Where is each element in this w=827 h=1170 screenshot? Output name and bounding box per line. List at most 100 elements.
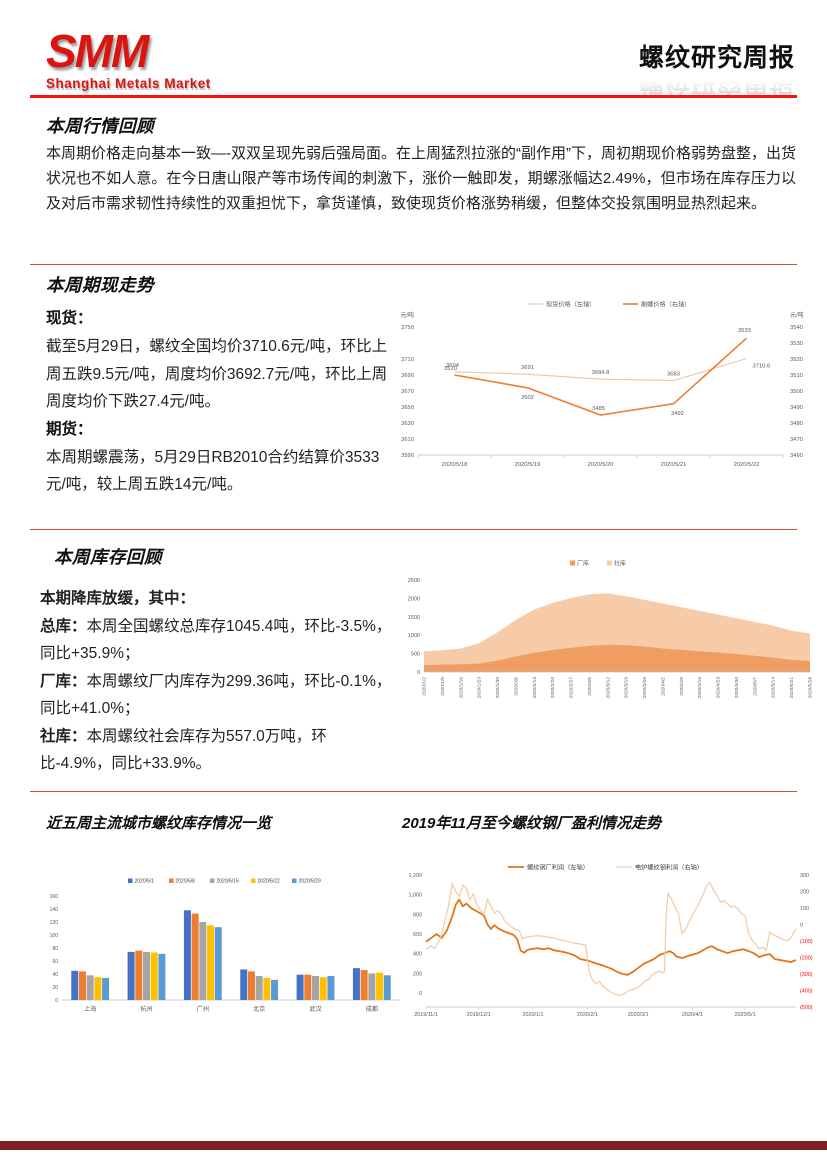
svg-text:2020/5/29: 2020/5/29: [299, 879, 321, 885]
svg-text:0: 0: [419, 991, 422, 997]
profit-chart-title: 2019年11月至今螺纹钢厂盈利情况走势: [402, 815, 661, 832]
svg-text:2020/5/18: 2020/5/18: [442, 462, 468, 468]
svg-text:2020/4/9: 2020/4/9: [679, 677, 685, 696]
section-title-trend: 本周期现走势: [46, 275, 154, 295]
svg-text:3630: 3630: [401, 421, 414, 427]
svg-text:800: 800: [413, 912, 422, 918]
svg-text:40: 40: [52, 972, 58, 978]
svg-text:1,000: 1,000: [409, 893, 423, 899]
inventory-item-social-text: 本周螺纹社会库存为557.0万吨，环比-4.9%，同比+33.9%。: [40, 727, 327, 773]
svg-text:2020/5/14: 2020/5/14: [771, 677, 777, 699]
svg-text:3480: 3480: [790, 421, 803, 427]
svg-text:2020/5/19: 2020/5/19: [515, 462, 541, 468]
svg-text:3690: 3690: [401, 373, 414, 379]
svg-text:2020/5/1: 2020/5/1: [735, 1012, 756, 1018]
smm-logo-subtitle: Shanghai Metals Market: [46, 76, 211, 91]
svg-text:120: 120: [50, 920, 59, 926]
inventory-item-mill: 厂库：本周螺纹厂内库存为299.36吨，环比-0.1%，同比+41.0%；: [40, 668, 394, 723]
inventory-item-total-text: 本周全国螺纹总库存1045.4吨，环比-3.5%，同比+35.9%；: [40, 617, 392, 663]
svg-text:2020/5/21: 2020/5/21: [789, 677, 795, 699]
svg-text:2019/12/1: 2019/12/1: [467, 1012, 491, 1018]
svg-text:3502: 3502: [521, 395, 534, 401]
svg-text:0: 0: [55, 998, 58, 1004]
svg-text:3750: 3750: [401, 325, 414, 331]
svg-text:3485: 3485: [592, 406, 605, 412]
svg-text:厂库: 厂库: [577, 560, 589, 568]
svg-text:2020/2/1: 2020/2/1: [577, 1012, 598, 1018]
svg-text:广州: 广州: [197, 1005, 209, 1012]
svg-text:3530: 3530: [790, 341, 803, 347]
svg-text:500: 500: [411, 652, 420, 658]
svg-text:160: 160: [50, 894, 59, 900]
profit-line-chart: 螺纹钢厂利润（左轴） 电炉螺纹钢利润（右轴） 1,200 1,000 800 600 400…: [398, 856, 822, 1019]
spot-label: 现货：: [46, 310, 93, 327]
svg-text:社库: 社库: [614, 560, 626, 568]
svg-text:200: 200: [413, 971, 422, 977]
svg-text:3510: 3510: [790, 373, 803, 379]
svg-text:100: 100: [50, 933, 59, 939]
city-inventory-bar-chart: 2020/5/1 2020/5/8 2020/5/15 2020/5/22 2020/5…: [36, 862, 408, 1013]
svg-text:3460: 3460: [790, 453, 803, 459]
inventory-item-mill-label: 厂库：: [40, 672, 87, 690]
svg-text:3510: 3510: [444, 366, 457, 372]
svg-text:140: 140: [50, 907, 59, 913]
svg-text:2019/11/1: 2019/11/1: [414, 1012, 438, 1018]
city-bar-chart-svg: 2020/5/1 2020/5/8 2020/5/15 2020/5/22 2020/5…: [50, 878, 400, 1013]
inventory-intro: 本期降库放缓，其中：: [40, 590, 196, 607]
svg-text:200: 200: [800, 890, 809, 896]
spot-paragraph: 截至5月29日，螺纹全国均价3710.6元/吨，环比上周五跌9.5元/吨，周度均…: [46, 338, 388, 410]
svg-text:3691: 3691: [521, 365, 534, 371]
section-divider-2: [30, 529, 797, 530]
svg-text:600: 600: [413, 932, 422, 938]
svg-text:2020/5/8: 2020/5/8: [176, 879, 196, 885]
svg-text:2020/1/23: 2020/1/23: [477, 677, 483, 699]
svg-text:2020/3/5: 2020/3/5: [587, 677, 593, 696]
svg-text:2020/3/12: 2020/3/12: [605, 677, 611, 699]
spot-futures-price-chart: 现货价格（左轴） 期螺价格（右轴） 元/吨 元/吨 3750 3710 3690 3670 36…: [388, 296, 820, 474]
svg-text:3540: 3540: [790, 325, 803, 331]
svg-text:(500): (500): [800, 1005, 813, 1011]
report-title-block: 螺纹研究周报 螺纹研究周报: [639, 38, 795, 102]
trend-text-column: 本周期现走势 现货： 截至5月29日，螺纹全国均价3710.6元/吨，环比上周五…: [46, 272, 398, 499]
smm-logo-text: SMM: [46, 25, 149, 77]
svg-text:上海: 上海: [84, 1005, 96, 1012]
svg-text:2020/2/20: 2020/2/20: [550, 677, 556, 699]
svg-text:2020/2/27: 2020/2/27: [569, 677, 575, 699]
footer-bar: [0, 1141, 827, 1150]
svg-text:2020/5/22: 2020/5/22: [734, 462, 760, 468]
svg-text:1000: 1000: [408, 633, 420, 639]
svg-text:螺纹钢厂利润（左轴）: 螺纹钢厂利润（左轴）: [527, 864, 589, 872]
svg-text:武汉: 武汉: [309, 1005, 321, 1012]
svg-text:2020/3/19: 2020/3/19: [624, 677, 630, 699]
svg-text:0: 0: [417, 670, 420, 676]
svg-text:3500: 3500: [790, 389, 803, 395]
svg-text:3470: 3470: [790, 437, 803, 443]
svg-text:2020/4/30: 2020/4/30: [734, 677, 740, 699]
inventory-item-social: 社库：本周螺纹社会库存为557.0万吨，环比-4.9%，同比+33.9%。: [40, 723, 394, 778]
svg-text:(400): (400): [800, 989, 813, 995]
svg-text:3710: 3710: [401, 357, 414, 363]
svg-text:3590: 3590: [401, 453, 414, 459]
svg-text:60: 60: [52, 959, 58, 965]
svg-text:3520: 3520: [790, 357, 803, 363]
profit-chart-svg: 螺纹钢厂利润（左轴） 电炉螺纹钢利润（右轴） 1,200 1,000 800 600 400…: [409, 864, 813, 1019]
inventory-item-total-label: 总库：: [40, 617, 87, 635]
svg-text:元/吨: 元/吨: [790, 311, 804, 319]
section-divider-1: [30, 264, 797, 265]
svg-text:2020/5/1: 2020/5/1: [135, 879, 155, 885]
svg-text:2020/3/1: 2020/3/1: [628, 1012, 649, 1018]
svg-text:现货价格（左轴）: 现货价格（左轴）: [546, 301, 596, 309]
svg-text:3490: 3490: [790, 405, 803, 411]
svg-text:3684.8: 3684.8: [592, 370, 610, 376]
svg-text:2500: 2500: [408, 578, 420, 584]
svg-text:2020/5/7: 2020/5/7: [752, 677, 758, 696]
svg-text:1500: 1500: [408, 615, 420, 621]
svg-text:2020/4/1: 2020/4/1: [682, 1012, 703, 1018]
svg-text:2020/5/21: 2020/5/21: [661, 462, 687, 468]
futures-label: 期货：: [46, 420, 93, 438]
header-divider: [30, 95, 797, 98]
svg-text:3694: 3694: [446, 363, 460, 369]
svg-text:2020/1/2: 2020/1/2: [422, 677, 428, 696]
svg-text:2020/4/23: 2020/4/23: [716, 677, 722, 699]
svg-text:元/吨: 元/吨: [400, 311, 414, 319]
